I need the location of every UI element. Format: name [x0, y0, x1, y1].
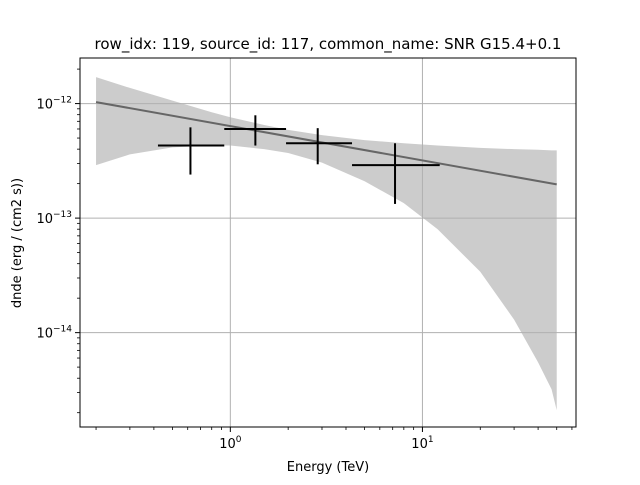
flux-point [286, 128, 353, 165]
x-ticks: 100 101 [95, 427, 573, 452]
confidence-band-layer [96, 77, 557, 411]
flux-point [352, 143, 440, 204]
y-tick-label: 10−14 [36, 325, 72, 342]
y-axis-label: dnde (erg / (cm2 s)) [10, 178, 25, 308]
y-tick-label: 10−13 [36, 210, 72, 227]
flux-points-layer [157, 115, 440, 204]
grid-layer [80, 58, 576, 427]
y-tick-label: 10−12 [36, 96, 72, 113]
x-tick-label: 100 [219, 435, 242, 452]
flux-point [157, 127, 225, 175]
x-axis-label: Energy (TeV) [287, 460, 369, 475]
y-ticks: 10−14 10−13 10−12 [36, 68, 80, 414]
x-tick-label: 101 [411, 435, 433, 452]
confidence-band [96, 77, 557, 411]
plot-frame [79, 57, 577, 428]
flux-point [224, 115, 287, 146]
plot-area [79, 57, 577, 428]
chart-title: row_idx: 119, source_id: 117, common_nam… [95, 35, 562, 54]
